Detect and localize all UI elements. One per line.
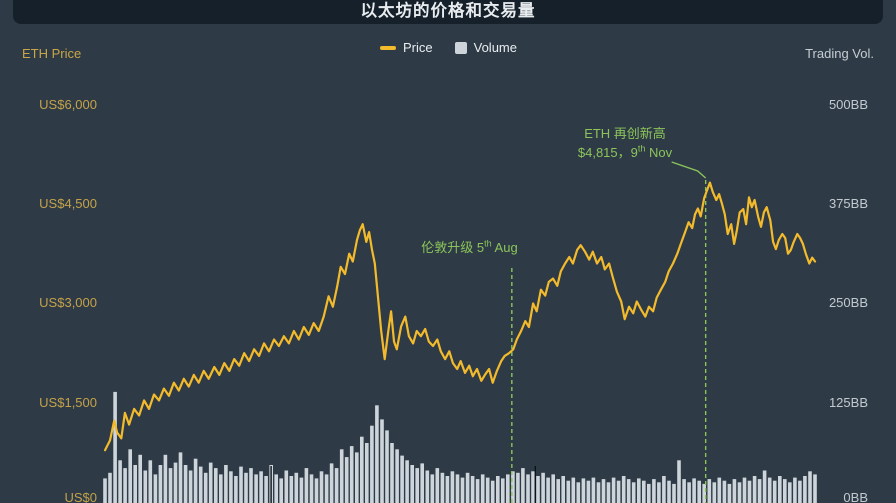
- left-tick-0: US$0: [64, 490, 97, 503]
- right-axis-title: Trading Vol.: [805, 46, 874, 61]
- annotation-london-text: 伦敦升级 5: [421, 240, 485, 255]
- right-tick-0bb: 0BB: [843, 490, 868, 503]
- left-tick-4500: US$4,500: [39, 196, 97, 211]
- right-tick-250bb: 250BB: [828, 295, 868, 310]
- chart-legend: Price Volume: [380, 40, 517, 55]
- left-tick-3000: US$3,000: [39, 295, 97, 310]
- annotation-connector-line: [671, 161, 707, 179]
- volume-bars: [103, 391, 817, 503]
- legend-item-price[interactable]: Price: [380, 40, 433, 55]
- volume-bar-swatch-icon: [454, 41, 467, 54]
- annotation-ath-line2: $4,815，9th Nov: [577, 143, 673, 160]
- page-title: 以太坊的价格和交易量: [360, 2, 536, 20]
- left-tick-1500: US$1,500: [39, 395, 97, 410]
- price-line: [103, 181, 817, 452]
- annotation-eth-ath: ETH 再创新高 $4,815，9th Nov: [560, 124, 690, 162]
- price-line-swatch-icon: [380, 45, 396, 50]
- right-tick-500bb: 500BB: [828, 97, 868, 112]
- right-tick-375bb: 375BB: [828, 196, 868, 211]
- annotation-ath-line1: ETH 再创新高: [584, 126, 666, 141]
- title-bar: 以太坊的价格和交易量: [13, 0, 883, 24]
- legend-volume-label: Volume: [473, 40, 517, 55]
- left-tick-6000: US$6,000: [39, 97, 97, 112]
- annotation-london-upgrade: 伦敦升级 5th Aug: [421, 238, 518, 255]
- right-tick-125bb: 125BB: [828, 395, 868, 410]
- legend-price-label: Price: [403, 40, 433, 55]
- legend-item-volume[interactable]: Volume: [454, 40, 517, 55]
- dark-marker-tick: [534, 466, 536, 503]
- dark-marker-tick: [270, 466, 272, 503]
- left-axis-title: ETH Price: [22, 46, 82, 61]
